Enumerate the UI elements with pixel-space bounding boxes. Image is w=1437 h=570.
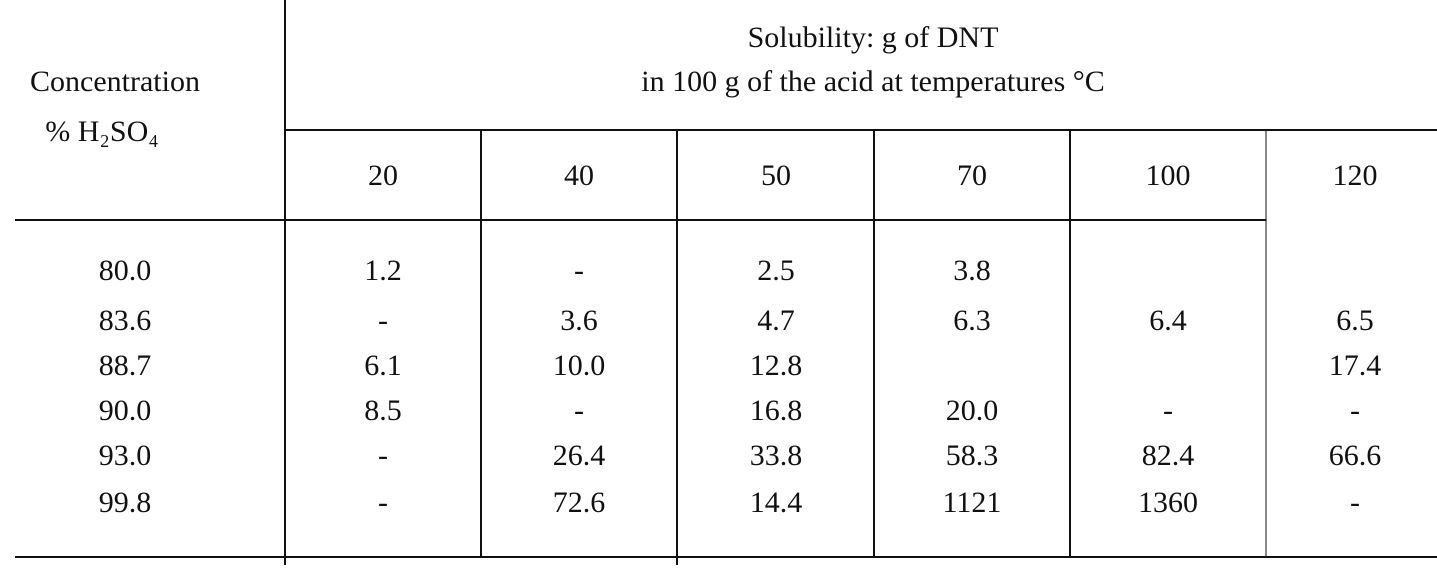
- cell: 2.5: [757, 254, 795, 287]
- cell: -: [574, 394, 584, 427]
- cell: 1121: [943, 486, 1002, 519]
- column-header: 40: [564, 159, 594, 192]
- group-header: in 100 g of the acid at temperatures °C: [641, 65, 1105, 98]
- row-label: 88.7: [99, 349, 152, 382]
- cell: 6.5: [1336, 304, 1374, 337]
- cell: 14.4: [750, 486, 803, 519]
- cell: -: [378, 304, 388, 337]
- cell: 66.6: [1329, 439, 1382, 472]
- cell: -: [574, 254, 584, 287]
- column-header: 70: [957, 159, 987, 192]
- column-header: 50: [761, 159, 791, 192]
- cell: 1360: [1138, 486, 1198, 519]
- cell: 58.3: [946, 439, 999, 472]
- cell: 6.3: [953, 304, 991, 337]
- column-header: 20: [368, 159, 398, 192]
- row-header: % H₂SO₄: [45, 115, 158, 148]
- cell: 72.6: [553, 486, 606, 519]
- cell: 3.8: [953, 254, 991, 287]
- cell: 12.8: [750, 349, 803, 382]
- cell: 10.0: [553, 349, 606, 382]
- row-label: 90.0: [99, 394, 152, 427]
- group-header: Solubility: g of DNT: [748, 21, 999, 54]
- row-label: 83.6: [99, 304, 152, 337]
- cell: 16.8: [750, 394, 803, 427]
- cell: -: [1163, 394, 1173, 427]
- cell: 4.7: [757, 304, 795, 337]
- cell: 33.8: [750, 439, 803, 472]
- cell: 26.4: [553, 439, 606, 472]
- cell: 82.4: [1142, 439, 1195, 472]
- cell: -: [1350, 394, 1360, 427]
- cell: -: [1350, 486, 1360, 519]
- row-label: 80.0: [99, 254, 152, 287]
- row-label: 99.8: [99, 486, 152, 519]
- column-header: 120: [1333, 159, 1378, 192]
- cell: -: [378, 439, 388, 472]
- cell: 3.6: [560, 304, 598, 337]
- cell: 8.5: [364, 394, 402, 427]
- column-header: 100: [1146, 159, 1191, 192]
- cell: 6.4: [1149, 304, 1187, 337]
- cell: 20.0: [946, 394, 999, 427]
- cell: -: [378, 486, 388, 519]
- cell: 17.4: [1329, 349, 1382, 382]
- row-header: Concentration: [30, 65, 200, 98]
- cell: 6.1: [364, 349, 402, 382]
- row-label: 93.0: [99, 439, 152, 472]
- cell: 1.2: [364, 254, 402, 287]
